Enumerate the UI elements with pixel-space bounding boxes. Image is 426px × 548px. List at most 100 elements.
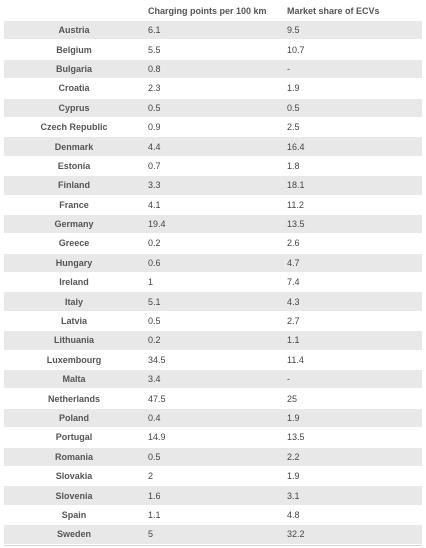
charging-points-cell: 1 xyxy=(148,277,154,288)
market-share-cell: 13.5 xyxy=(287,432,305,443)
country-cell: Greece xyxy=(58,238,90,249)
country-cell: Slovakia xyxy=(55,471,93,482)
charging-points-cell: 0.5 xyxy=(148,316,161,327)
market-share-cell: 1.8 xyxy=(287,160,300,171)
country-cell: Germany xyxy=(54,219,94,230)
country-cell: Belgium xyxy=(56,44,92,55)
table-row: Cyprus 0.5 0.5 xyxy=(4,98,422,118)
country-cell: Austria xyxy=(58,25,90,36)
table-row: Hungary 0.6 4.7 xyxy=(4,253,422,274)
country-cell: Malta xyxy=(62,374,86,385)
market-share-cell: 18.1 xyxy=(287,180,305,191)
charging-points-cell: 0.2 xyxy=(148,335,161,346)
country-cell: Portugal xyxy=(55,432,93,443)
market-share-cell: 2.7 xyxy=(287,316,300,327)
table-body: Austria 6.1 9.5 Belgium 5.5 10.7 Bulgaria 0.8- C… xyxy=(4,21,422,546)
charging-points-cell: 47.5 xyxy=(148,393,166,404)
charging-points-cell: 0.8 xyxy=(148,63,161,74)
country-cell: Estonia xyxy=(57,160,91,171)
table-row: Slovenia 1.6 3.1 xyxy=(4,486,422,506)
charging-points-cell: 5.5 xyxy=(148,44,161,55)
market-share-cell: 1.9 xyxy=(287,83,300,94)
table-row: Finland 3.3 18.1 xyxy=(4,176,422,196)
charging-points-cell: 3.3 xyxy=(148,180,161,191)
table-row: Italy 5.1 4.3 xyxy=(4,292,422,312)
table-row: Poland 0.4 1.9 xyxy=(4,408,422,429)
table-row: Belgium 5.5 10.7 xyxy=(4,40,422,60)
country-cell: Spain xyxy=(61,509,87,520)
header-charging-points: Charging points per 100 km xyxy=(148,5,267,16)
charging-points-cell: 4.4 xyxy=(148,141,161,152)
table-row: Netherlands 47.5 25 xyxy=(4,389,422,409)
market-share-cell: 3.1 xyxy=(287,490,300,501)
market-share-cell: 2.2 xyxy=(287,451,300,462)
charging-points-cell: 0.5 xyxy=(148,451,161,462)
market-share-cell: 16.4 xyxy=(287,141,305,152)
charging-points-cell: 4.1 xyxy=(148,199,161,210)
charging-points-cell: 1.6 xyxy=(148,490,161,501)
country-cell: Netherlands xyxy=(47,393,100,404)
market-share-cell: 10.7 xyxy=(287,44,305,55)
charging-points-cell: 0.6 xyxy=(148,257,161,268)
table-row: France 4.1 11.2 xyxy=(4,195,422,215)
market-share-cell: 7.4 xyxy=(287,277,300,288)
charging-points-cell: 5.1 xyxy=(148,296,161,307)
table-row: Bulgaria 0.8 - xyxy=(4,59,422,80)
country-cell: Sweden xyxy=(56,529,91,540)
market-share-cell: 0.5 xyxy=(287,102,300,113)
market-share-cell: 11.2 xyxy=(287,199,304,210)
market-share-cell: 1.9 xyxy=(287,471,300,482)
charging-points-cell: 5 xyxy=(148,529,154,540)
market-share-cell: 4.7 xyxy=(287,257,300,268)
table-row: Austria 6.1 9.5 xyxy=(4,21,422,41)
country-cell: Bulgaria xyxy=(55,63,92,74)
table-row: Romania 0.5 2.2 xyxy=(4,447,422,467)
charging-points-cell: 6.1 xyxy=(148,25,161,36)
charging-points-cell: 0.2 xyxy=(148,238,161,249)
market-share-cell: 2.6 xyxy=(287,238,300,249)
country-cell: Croatia xyxy=(58,83,90,94)
country-cell: Luxembourg xyxy=(46,354,102,365)
country-cell: Ireland xyxy=(59,277,89,288)
country-cell: Poland xyxy=(58,413,89,423)
market-share-cell: 13.5 xyxy=(287,219,305,230)
market-share-cell: 9.5 xyxy=(287,25,300,36)
market-share-cell: 4.3 xyxy=(287,296,300,307)
country-cell: Finland xyxy=(58,180,90,191)
table-row: Estonia 0.7 1.8 xyxy=(4,156,422,177)
charging-points-cell: 1.1 xyxy=(148,509,161,520)
market-share-cell: - xyxy=(287,374,290,385)
charging-points-cell: 3.4 xyxy=(148,374,161,385)
table-row: Croatia 2.3 1.9 xyxy=(4,79,422,99)
market-share-cell: - xyxy=(287,63,290,74)
charging-points-cell: 0.4 xyxy=(148,413,161,423)
table-row: Czech Republic 0.9 2.5 xyxy=(4,117,422,138)
table-row: Greece 0.2 2.6 xyxy=(4,234,422,254)
header-market-share: Market share of ECVs xyxy=(287,5,380,16)
country-cell: Hungary xyxy=(55,257,93,268)
country-cell: Latvia xyxy=(60,316,87,327)
charging-points-cell: 0.5 xyxy=(148,102,161,113)
table-row: Slovakia 2 1.9 xyxy=(4,466,422,487)
table-row: Ireland 1 7.4 xyxy=(4,273,422,293)
country-cell: Cyprus xyxy=(58,102,90,113)
table-row: Sweden 5 32.2 xyxy=(4,525,422,545)
market-share-cell: 1.1 xyxy=(287,335,300,346)
table-row: Luxembourg 34.5 11.4 xyxy=(4,350,422,371)
country-cell: Lithuania xyxy=(54,335,94,346)
market-share-cell: 11.4 xyxy=(287,354,304,365)
table-row: Malta 3.4 - xyxy=(4,370,422,390)
market-share-cell: 1.9 xyxy=(287,413,300,423)
country-cell: Slovenia xyxy=(55,490,93,501)
country-cell: Czech Republic xyxy=(40,122,108,133)
country-cell: France xyxy=(59,199,89,210)
table-row: Germany 19.4 13.5 xyxy=(4,214,422,235)
charging-points-cell: 34.5 xyxy=(148,354,166,365)
table-row: Lithuania 0.2 1.1 xyxy=(4,331,422,351)
table-row: Latvia 0.5 2.7 xyxy=(4,311,422,332)
charging-points-cell: 19.4 xyxy=(148,219,166,230)
market-share-cell: 4.8 xyxy=(287,509,300,520)
charging-points-cell: 0.7 xyxy=(148,160,161,171)
table-row: Spain 1.1 4.8 xyxy=(4,505,422,526)
table-row: Denmark 4.4 16.4 xyxy=(4,137,422,157)
